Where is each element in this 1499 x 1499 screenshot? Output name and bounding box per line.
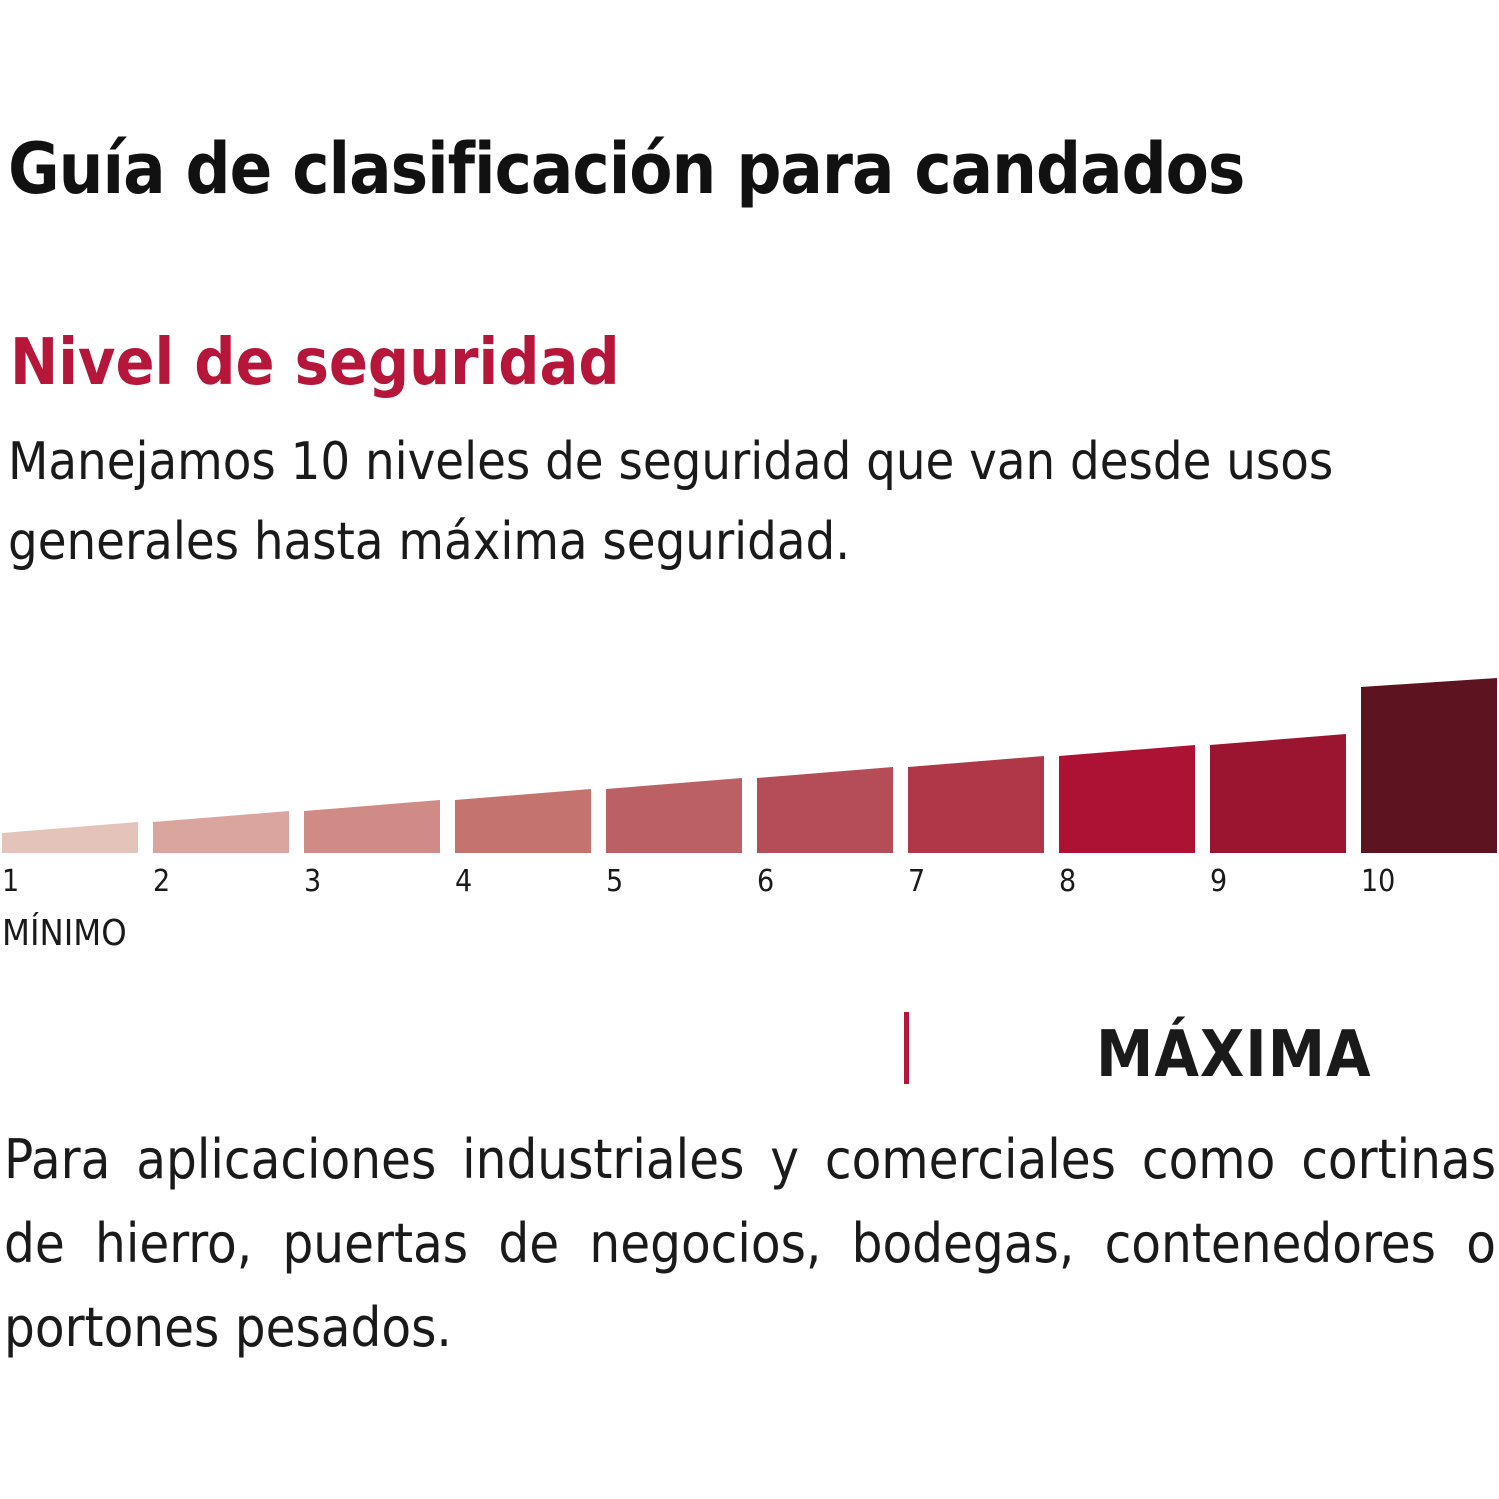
tick-label-7: 7 — [908, 864, 925, 899]
tick-label-4: 4 — [455, 864, 472, 899]
bar-level-7 — [908, 756, 1044, 853]
level-marker — [904, 1012, 909, 1084]
intro-text: Manejamos 10 niveles de seguridad que va… — [8, 432, 1334, 572]
bar-level-6 — [757, 767, 893, 853]
bar-level-4 — [455, 789, 591, 853]
tick-label-8: 8 — [1059, 864, 1076, 899]
page-title: Guía de clasificación para candados — [8, 128, 1245, 210]
bar-level-1 — [2, 822, 138, 853]
tick-label-6: 6 — [757, 864, 774, 899]
level-name: MÁXIMA — [1096, 1018, 1372, 1092]
bar-level-5 — [606, 778, 742, 853]
bar-level-8 — [1059, 745, 1195, 853]
tick-labels-group: 1 2 3 4 5 6 7 8 9 10 — [2, 864, 1395, 899]
security-level-chart: 1 2 3 4 5 6 7 8 9 10 MÍNIMO — [2, 678, 1497, 954]
bar-level-2 — [153, 811, 289, 853]
section-title: Nivel de seguridad — [10, 326, 620, 400]
bars-group — [2, 678, 1497, 853]
tick-label-9: 9 — [1210, 864, 1227, 899]
bar-level-10 — [1361, 678, 1497, 853]
tick-label-2: 2 — [153, 864, 170, 899]
tick-label-3: 3 — [304, 864, 321, 899]
tick-label-5: 5 — [606, 864, 623, 899]
bar-level-9 — [1210, 734, 1346, 853]
bar-level-3 — [304, 800, 440, 853]
level-description: Para aplicaciones industriales y comerci… — [4, 1128, 1496, 1359]
tick-label-10: 10 — [1361, 864, 1395, 899]
min-label: MÍNIMO — [2, 912, 127, 954]
tick-label-1: 1 — [2, 864, 19, 899]
